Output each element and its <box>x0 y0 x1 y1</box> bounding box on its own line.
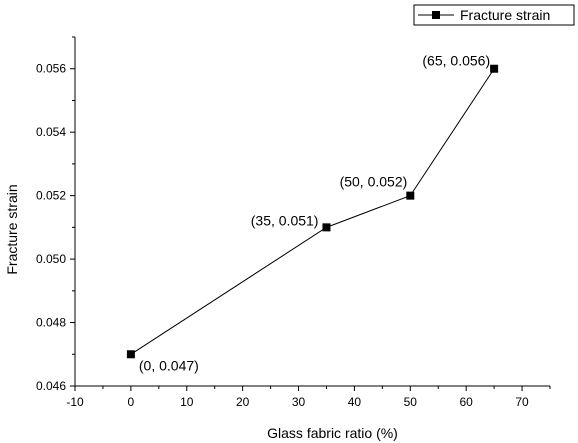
chart-marks: (0, 0.047) (35, 0.051) (50, 0.052) (65, 0.0… <box>126 53 499 373</box>
legend-label: Fracture strain <box>460 7 550 23</box>
data-point <box>322 223 331 232</box>
y-tick-label: 0.056 <box>36 62 66 76</box>
data-label: (35, 0.051) <box>251 212 319 228</box>
data-label: (65, 0.056) <box>422 53 490 69</box>
y-axis-title: Fracture strain <box>4 184 20 274</box>
series-line <box>130 68 495 355</box>
y-tick-label: 0.054 <box>36 125 66 139</box>
axes: -10 0 10 20 30 40 50 60 70 0.046 0.048 0.050 0.052 0.… <box>4 36 551 441</box>
x-tick-label: 50 <box>404 395 418 409</box>
x-tick-label: 70 <box>515 395 529 409</box>
data-label: (0, 0.047) <box>139 357 199 373</box>
data-point <box>490 64 499 73</box>
legend: Fracture strain <box>413 4 575 26</box>
data-point <box>126 350 135 359</box>
x-axis-title: Glass fabric ratio (%) <box>267 425 398 441</box>
legend-marker <box>432 11 440 19</box>
y-tick-label: 0.048 <box>36 316 66 330</box>
x-tick-label: 30 <box>292 395 306 409</box>
y-tick-label: 0.052 <box>36 189 66 203</box>
x-tick-label: -10 <box>66 395 84 409</box>
x-tick-label: 60 <box>459 395 473 409</box>
x-tick-label: 0 <box>128 395 135 409</box>
data-label: (50, 0.052) <box>340 174 408 190</box>
legend-box <box>413 4 575 26</box>
y-tick-label: 0.050 <box>36 252 66 266</box>
y-tick-label: 0.046 <box>36 379 66 393</box>
x-tick-label: 20 <box>236 395 250 409</box>
x-tick-label: 40 <box>348 395 362 409</box>
x-tick-label: 10 <box>180 395 194 409</box>
data-point <box>406 191 415 200</box>
